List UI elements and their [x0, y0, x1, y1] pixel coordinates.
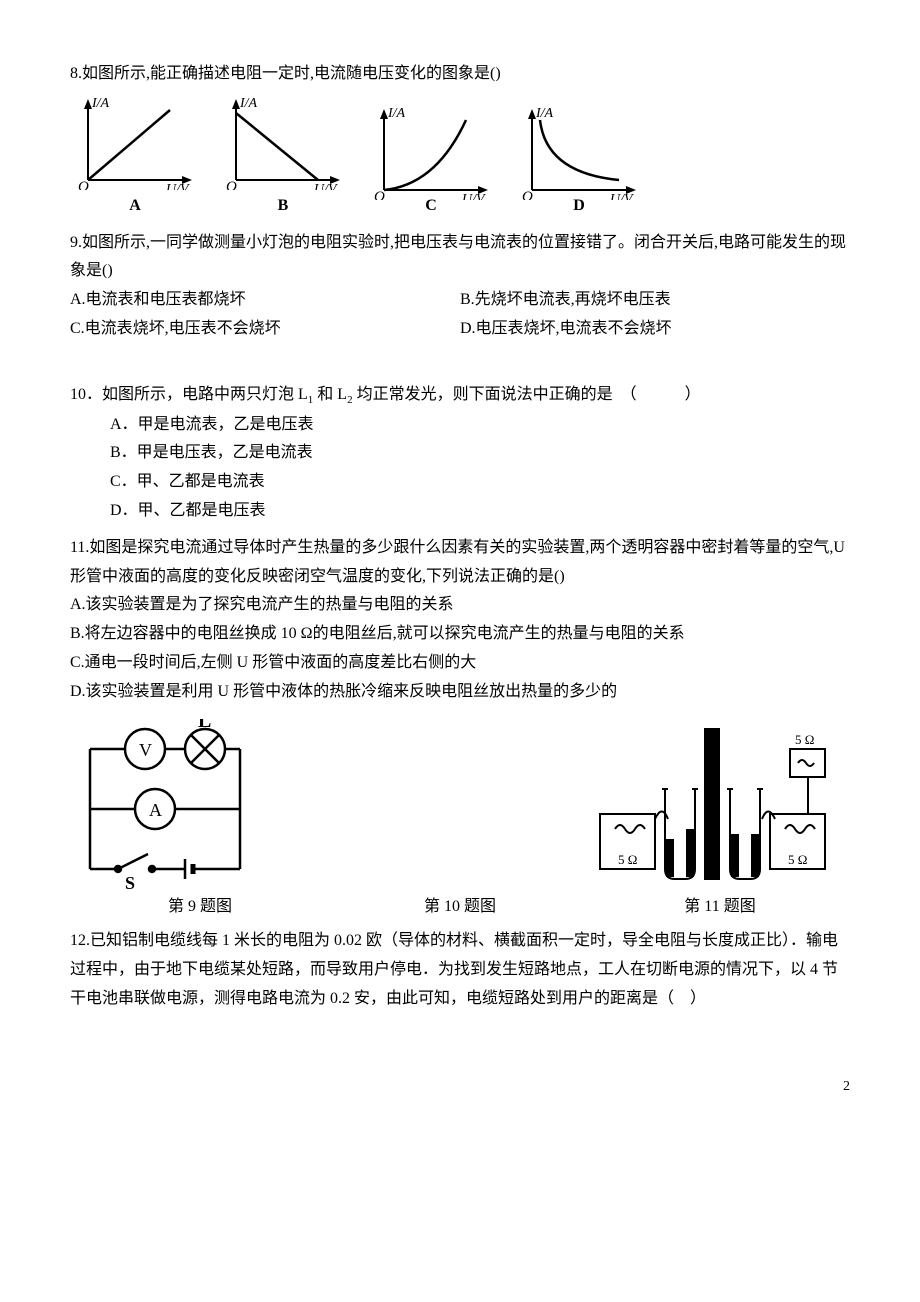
fig11-r-left: 5 Ω [618, 852, 637, 867]
chart-b-label: B [218, 192, 348, 221]
chart-d: I/A O U/V D [514, 95, 644, 221]
chart-a-origin: O [78, 179, 89, 190]
q11-opt-a: A.该实验装置是为了探究电流产生的热量与电阻的关系 [70, 591, 850, 620]
chart-c-origin: O [374, 189, 385, 200]
q10-opt-d: D．甲、乙都是电压表 [70, 497, 850, 526]
figure-11-caption: 第 11 题图 [590, 893, 850, 922]
fig11-r-top: 5 Ω [795, 732, 814, 747]
question-9: 9.如图所示,一同学做测量小灯泡的电阻实验时,把电压表与电流表的位置接错了。闭合… [70, 229, 850, 344]
chart-c-svg: I/A O U/V [366, 95, 496, 200]
question-11: 11.如图是探究电流通过导体时产生热量的多少跟什么因素有关的实验装置,两个透明容… [70, 534, 850, 707]
q12-text: 已知铝制电缆线每 1 米长的电阻为 0.02 欧（导体的材料、横截面积一定时，导… [70, 932, 838, 1007]
chart-d-svg: I/A O U/V [514, 95, 644, 200]
chart-d-origin: O [522, 189, 533, 200]
q9-options: A.电流表和电压表都烧坏 B.先烧坏电流表,再烧坏电压表 C.电流表烧坏,电压表… [70, 286, 850, 344]
q11-opt-b: B.将左边容器中的电阻丝换成 10 Ω的电阻丝后,就可以探究电流产生的热量与电阻… [70, 620, 850, 649]
q8-charts: I/A O U/V A I/A O U/V [70, 95, 850, 221]
chart-a-label: A [70, 192, 200, 221]
q11-text: 如图是探究电流通过导体时产生热量的多少跟什么因素有关的实验装置,两个透明容器中密… [70, 539, 845, 585]
q9-opt-d: D.电压表烧坏,电流表不会烧坏 [460, 315, 850, 344]
figure-9-caption: 第 9 题图 [70, 893, 330, 922]
fig9-l-label: L [198, 719, 211, 732]
q10-opt-c: C．甲、乙都是电流表 [70, 468, 850, 497]
q10-number: 10． [70, 386, 102, 403]
fig9-a-label: A [149, 800, 162, 820]
chart-a-ylabel: I/A [91, 96, 110, 111]
chart-d-ylabel: I/A [535, 106, 554, 121]
q10-text-pre: 如图所示，电路中两只灯泡 L [102, 386, 308, 403]
chart-a: I/A O U/V A [70, 95, 200, 221]
page-number: 2 [70, 1074, 850, 1099]
q12-number: 12. [70, 932, 90, 949]
q11-opt-c: C.通电一段时间后,左侧 U 形管中液面的高度差比右侧的大 [70, 649, 850, 678]
chart-a-svg: I/A O U/V [70, 95, 200, 190]
chart-b-origin: O [226, 179, 237, 190]
q9-opt-c: C.电流表烧坏,电压表不会烧坏 [70, 315, 460, 344]
figure-11: 5 Ω 5 Ω 5 Ω 第 11 题图 [590, 719, 850, 922]
q10-opt-b: B．甲是电压表，乙是电流表 [70, 439, 850, 468]
q8-number: 8. [70, 65, 82, 82]
figures-row: V A S L 第 9 题图 第 10 题图 [70, 719, 850, 922]
fig11-r-right: 5 Ω [788, 852, 807, 867]
q11-options: A.该实验装置是为了探究电流产生的热量与电阻的关系 B.将左边容器中的电阻丝换成… [70, 591, 850, 706]
question-8: 8.如图所示,能正确描述电阻一定时,电流随电压变化的图象是() I/A O U/… [70, 60, 850, 221]
chart-c-xlabel: U/V [462, 192, 486, 200]
q9-text: 如图所示,一同学做测量小灯泡的电阻实验时,把电压表与电流表的位置接错了。闭合开关… [70, 234, 846, 280]
q9-number: 9. [70, 234, 82, 251]
figure-11-svg: 5 Ω 5 Ω 5 Ω [590, 719, 830, 889]
question-10: 10．如图所示，电路中两只灯泡 L1 和 L2 均正常发光，则下面说法中正确的是… [70, 381, 850, 526]
chart-b-svg: I/A O U/V [218, 95, 348, 190]
q10-text-post: 均正常发光，则下面说法中正确的是 （ ） [353, 386, 701, 403]
q9-opt-a: A.电流表和电压表都烧坏 [70, 286, 460, 315]
figure-10: 第 10 题图 [330, 719, 590, 922]
q10-options: A．甲是电流表，乙是电压表 B．甲是电压表，乙是电流表 C．甲、乙都是电流表 D… [70, 411, 850, 526]
fig9-s-label: S [125, 873, 135, 889]
q9-opt-b: B.先烧坏电流表,再烧坏电压表 [460, 286, 850, 315]
chart-a-xlabel: U/V [166, 182, 190, 190]
figure-9-svg: V A S L [70, 719, 260, 889]
q11-opt-d: D.该实验装置是利用 U 形管中液体的热胀冷缩来反映电阻丝放出热量的多少的 [70, 678, 850, 707]
figure-10-caption: 第 10 题图 [330, 893, 590, 922]
chart-c-ylabel: I/A [387, 106, 406, 121]
q11-number: 11. [70, 539, 89, 556]
question-12: 12.已知铝制电缆线每 1 米长的电阻为 0.02 欧（导体的材料、横截面积一定… [70, 927, 850, 1013]
chart-b-ylabel: I/A [239, 96, 258, 111]
q10-text-mid: 和 L [313, 386, 347, 403]
fig9-v-label: V [139, 740, 152, 760]
chart-c: I/A O U/V C [366, 95, 496, 221]
figure-9: V A S L 第 9 题图 [70, 719, 330, 922]
q8-text: 如图所示,能正确描述电阻一定时,电流随电压变化的图象是() [82, 65, 501, 82]
chart-d-xlabel: U/V [610, 192, 634, 200]
chart-b: I/A O U/V B [218, 95, 348, 221]
chart-b-xlabel: U/V [314, 182, 338, 190]
q10-opt-a: A．甲是电流表，乙是电压表 [70, 411, 850, 440]
